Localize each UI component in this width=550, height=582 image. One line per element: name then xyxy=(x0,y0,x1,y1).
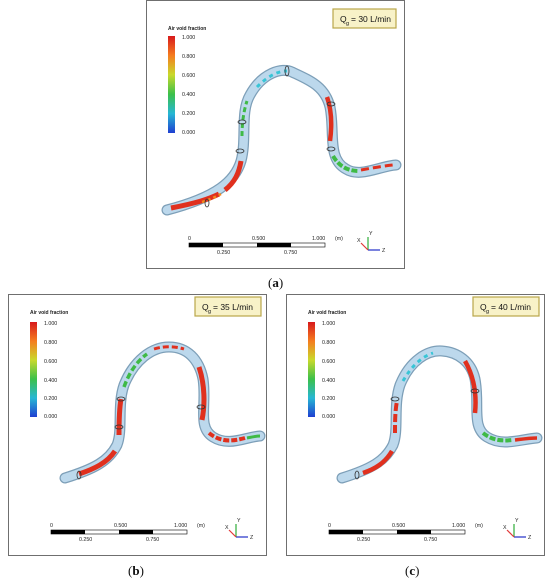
flow-value: = 40 L/min xyxy=(491,302,531,312)
legend-tick-6: 0.000 xyxy=(322,414,335,420)
axis-x-label: X xyxy=(225,525,229,531)
axis-triad: Y Z X xyxy=(357,231,386,254)
legend-tick-5: 0.200 xyxy=(322,396,335,402)
legend-tick-1: 1.000 xyxy=(182,35,195,41)
flow-sub: g xyxy=(208,309,211,315)
legend-tick-3: 0.600 xyxy=(182,73,195,79)
legend-tick-2: 0.800 xyxy=(322,340,335,346)
caption-b: (b) xyxy=(128,563,144,578)
scale-bar: 0 0.500 1.000 (m) 0.250 0.750 xyxy=(188,236,343,256)
scale-label-0: 0 xyxy=(188,236,191,242)
legend-colorbar xyxy=(168,36,175,133)
pipe-simulation xyxy=(161,64,402,216)
scale-label-0: 0 xyxy=(328,523,331,529)
flow-value: = 30 L/min xyxy=(351,14,391,24)
legend-tick-6: 0.000 xyxy=(44,414,57,420)
legend-tick-5: 0.200 xyxy=(182,111,195,117)
legend-tick-2: 0.800 xyxy=(182,54,195,60)
legend-tick-1: 1.000 xyxy=(322,321,335,327)
scale-label-0750: 0.750 xyxy=(284,250,297,256)
flow-label: Q xyxy=(480,302,487,312)
scale-bar: 0 0.500 1.000 (m) 0.250 0.750 xyxy=(50,523,205,543)
scale-unit: (m) xyxy=(475,523,483,529)
legend-tick-3: 0.600 xyxy=(322,359,335,365)
axis-y-label: Y xyxy=(515,518,519,524)
panel-a-svg: Air void fraction 1.000 0.800 0.600 0.40… xyxy=(161,8,402,256)
panel-b-svg: Air void fraction 1.000 0.800 0.600 0.40… xyxy=(30,296,266,543)
legend: Air void fraction 1.000 0.800 0.600 0.40… xyxy=(30,310,68,420)
legend: Air void fraction 1.000 0.800 0.600 0.40… xyxy=(168,26,206,136)
scale-label-0500: 0.500 xyxy=(114,523,127,529)
flow-label: Q xyxy=(340,14,347,24)
axis-z-label: Z xyxy=(382,248,386,254)
caption-c: (c) xyxy=(405,563,420,578)
scale-label-0750: 0.750 xyxy=(424,537,437,543)
scale-label-1000: 1.000 xyxy=(452,523,465,529)
pipe-simulation xyxy=(59,341,266,484)
caption-a: (a) xyxy=(268,275,284,290)
scale-label-0: 0 xyxy=(50,523,53,529)
legend-title: Air void fraction xyxy=(168,26,206,32)
panel-a: Air void fraction 1.000 0.800 0.600 0.40… xyxy=(146,0,405,269)
axis-x-label: X xyxy=(503,525,507,531)
flow-value: = 35 L/min xyxy=(213,302,253,312)
legend-tick-4: 0.400 xyxy=(44,378,57,384)
axis-x-label: X xyxy=(357,238,361,244)
axis-z-label: Z xyxy=(250,535,254,541)
legend: Air void fraction 1.000 0.800 0.600 0.40… xyxy=(308,310,346,420)
scale-bar: 0 0.500 1.000 (m) 0.250 0.750 xyxy=(328,523,483,543)
flow-rate-box: Q g = 40 L/min xyxy=(472,296,540,317)
scale-unit: (m) xyxy=(335,236,343,242)
panel-b: Air void fraction 1.000 0.800 0.600 0.40… xyxy=(8,294,267,556)
axis-triad: Y Z X xyxy=(225,518,254,541)
scale-unit: (m) xyxy=(197,523,205,529)
flow-sub: g xyxy=(486,309,489,315)
flow-rate-box: Q g = 35 L/min xyxy=(194,296,262,317)
axis-triad: Y Z X xyxy=(503,518,532,541)
legend-colorbar xyxy=(308,322,315,417)
scale-label-0500: 0.500 xyxy=(252,236,265,242)
scale-label-0750: 0.750 xyxy=(146,537,159,543)
flow-label: Q xyxy=(202,302,209,312)
flow-sub: g xyxy=(346,21,349,27)
scale-label-1000: 1.000 xyxy=(312,236,325,242)
scale-label-1000: 1.000 xyxy=(174,523,187,529)
legend-tick-6: 0.000 xyxy=(182,130,195,136)
panel-c-svg: Air void fraction 1.000 0.800 0.600 0.40… xyxy=(308,296,543,543)
legend-colorbar xyxy=(30,322,37,417)
scale-label-0250: 0.250 xyxy=(357,537,370,543)
legend-title: Air void fraction xyxy=(30,310,68,316)
scale-label-0250: 0.250 xyxy=(217,250,230,256)
legend-tick-3: 0.600 xyxy=(44,359,57,365)
legend-tick-4: 0.400 xyxy=(182,92,195,98)
panel-c: Air void fraction 1.000 0.800 0.600 0.40… xyxy=(286,294,545,556)
legend-title: Air void fraction xyxy=(308,310,346,316)
legend-tick-5: 0.200 xyxy=(44,396,57,402)
legend-tick-1: 1.000 xyxy=(44,321,57,327)
scale-label-0500: 0.500 xyxy=(392,523,405,529)
flow-rate-box: Q g = 30 L/min xyxy=(332,8,397,29)
axis-y-label: Y xyxy=(369,231,373,237)
legend-tick-4: 0.400 xyxy=(322,378,335,384)
axis-z-label: Z xyxy=(528,535,532,541)
axis-y-label: Y xyxy=(237,518,241,524)
scale-label-0250: 0.250 xyxy=(79,537,92,543)
pipe-simulation xyxy=(336,345,543,484)
legend-tick-2: 0.800 xyxy=(44,340,57,346)
